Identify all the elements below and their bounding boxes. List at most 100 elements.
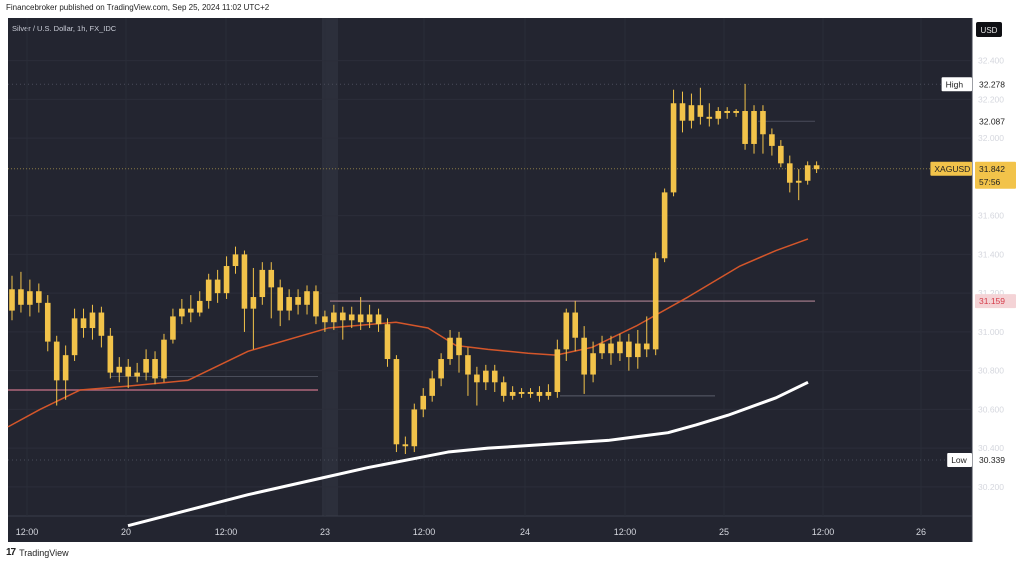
- candle-body: [116, 366, 123, 373]
- candle-body: [590, 353, 596, 375]
- candle: [36, 283, 42, 313]
- candle-body: [331, 312, 337, 323]
- candle: [599, 335, 605, 360]
- candle-body: [688, 105, 695, 121]
- candle: [143, 349, 149, 381]
- level-32087-label-text: 32.087: [979, 116, 1005, 126]
- candle-body: [724, 111, 730, 113]
- price-labels: High 32.278 32.087 XAGUSD 31.842 57:56 31.159 L…: [930, 77, 1016, 467]
- x-tick-label: 20: [121, 527, 131, 537]
- candle-body: [447, 337, 453, 360]
- candle-body: [643, 343, 650, 350]
- chart-background: [8, 18, 972, 542]
- candle: [125, 359, 132, 389]
- candle-body: [769, 134, 775, 146]
- candle: [804, 161, 811, 185]
- candle-body: [143, 359, 149, 373]
- x-tick-label: 24: [520, 527, 530, 537]
- candle-body: [715, 111, 722, 119]
- candle-body: [322, 316, 328, 323]
- candle: [447, 329, 453, 365]
- y-tick-label: 32.200: [978, 94, 1004, 104]
- candle: [259, 262, 266, 305]
- candle: [304, 285, 310, 315]
- candle: [268, 262, 275, 319]
- candle-body: [581, 337, 587, 375]
- candle: [71, 308, 78, 361]
- candle-body: [384, 324, 391, 360]
- candle: [786, 155, 793, 193]
- candle: [339, 306, 346, 340]
- candle-body: [617, 341, 623, 354]
- candle-body: [751, 111, 757, 144]
- candle: [769, 128, 775, 156]
- candle: [724, 107, 730, 119]
- candle: [572, 300, 579, 352]
- candle-body: [429, 378, 435, 396]
- currency-label-text: USD: [981, 26, 998, 35]
- candle: [89, 304, 96, 340]
- candle-body: [9, 289, 15, 311]
- candle-body: [80, 318, 87, 329]
- candle: [715, 107, 722, 125]
- candle-body: [161, 339, 167, 379]
- candle: [62, 345, 69, 400]
- candle-body: [697, 105, 704, 117]
- candle-body: [170, 316, 176, 340]
- candle-body: [125, 366, 132, 377]
- candle-body: [536, 391, 543, 396]
- candle-body: [456, 337, 462, 356]
- y-tick-label: 31.200: [978, 288, 1004, 298]
- candle: [375, 308, 382, 332]
- price-levels: [8, 83, 972, 461]
- candle: [679, 91, 686, 133]
- current-price-text: 31.842: [979, 164, 1005, 174]
- candle-body: [205, 279, 212, 301]
- low-tag-box: [947, 452, 972, 467]
- low-value-text: 30.339: [979, 455, 1005, 465]
- candle-body: [652, 258, 659, 350]
- tradingview-logo-text: TradingView: [19, 547, 69, 558]
- y-tick-label: 31.400: [978, 249, 1004, 259]
- candle: [742, 83, 748, 150]
- candle: [581, 326, 587, 394]
- candle: [527, 388, 534, 398]
- candle-body: [813, 165, 820, 170]
- candle: [179, 298, 185, 325]
- candle: [608, 335, 614, 365]
- publisher-line: Financebroker published on TradingView.c…: [6, 3, 270, 12]
- candle-body: [545, 391, 552, 396]
- candle-body: [778, 145, 784, 164]
- candle-body: [706, 116, 713, 119]
- candle: [44, 295, 51, 352]
- candle: [670, 89, 677, 197]
- candle-body: [500, 382, 507, 396]
- y-tick-label: 30.800: [978, 366, 1004, 376]
- candle: [116, 357, 123, 383]
- candle-body: [152, 359, 158, 379]
- candle-body: [393, 359, 400, 445]
- candle-body: [53, 341, 60, 381]
- high-tag-text: High: [946, 79, 964, 89]
- candle: [500, 376, 507, 402]
- candle: [322, 310, 328, 332]
- candle-body: [733, 111, 739, 113]
- candle: [795, 169, 802, 201]
- candle: [483, 364, 489, 391]
- candle: [697, 87, 704, 125]
- candle-body: [599, 343, 605, 354]
- candle-body: [474, 374, 480, 383]
- candle: [214, 269, 221, 303]
- candle-body: [786, 163, 793, 183]
- y-tick-label: 30.600: [978, 404, 1004, 414]
- current-price-box: [975, 161, 1016, 189]
- candle-body: [465, 355, 471, 375]
- candle: [429, 370, 435, 402]
- candle-body: [134, 372, 140, 377]
- candle: [554, 339, 561, 398]
- y-tick-label: 31.000: [978, 327, 1004, 337]
- tradingview-logo[interactable]: 17 TradingView: [6, 547, 69, 558]
- candle: [456, 331, 462, 373]
- x-tick-label: 26: [916, 527, 926, 537]
